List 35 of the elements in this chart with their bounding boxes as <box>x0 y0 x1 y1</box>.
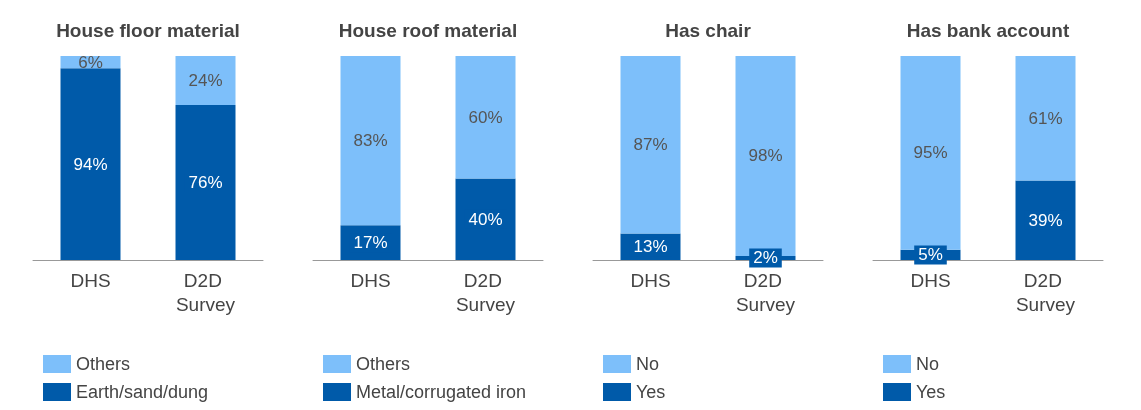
data-label: 40% <box>468 209 503 229</box>
data-label: 61% <box>1028 108 1063 128</box>
data-label: 95% <box>913 143 948 163</box>
data-label: 24% <box>188 70 223 90</box>
data-label: 76% <box>188 172 223 192</box>
data-label: 39% <box>1028 210 1063 230</box>
data-label: 2% <box>753 248 778 268</box>
data-label: 87% <box>633 135 668 155</box>
legend-label: Yes <box>916 382 946 402</box>
x-tick-label: D2D Survey <box>175 269 236 315</box>
data-label: 83% <box>353 131 388 151</box>
legend-label: Earth/sand/dung <box>76 382 209 402</box>
x-tick-label: D2D Survey <box>735 269 796 315</box>
legend-label: Others <box>76 354 131 374</box>
legend-label: Others <box>356 354 411 374</box>
x-tick-label: DHS <box>910 269 951 291</box>
chart-title: Has chair <box>665 20 752 41</box>
data-label: 17% <box>353 233 388 253</box>
chart-title: House floor material <box>56 20 240 41</box>
legend-label: No <box>636 354 660 374</box>
chart-title: Has bank account <box>906 20 1070 41</box>
x-tick-label: DHS <box>70 269 111 291</box>
legend-label: Yes <box>636 382 666 402</box>
x-tick-label: DHS <box>630 269 671 291</box>
legend-label: Metal/corrugated iron <box>356 382 527 402</box>
chart-title: House roof material <box>338 20 518 41</box>
x-tick-label: D2D Survey <box>1015 269 1076 315</box>
x-tick-label: DHS <box>350 269 391 291</box>
data-label: 98% <box>748 146 783 166</box>
data-label: 60% <box>468 107 503 127</box>
legend-label: No <box>916 354 940 374</box>
x-tick-label: D2D Survey <box>455 269 516 315</box>
data-label: 13% <box>633 237 668 257</box>
data-label: 94% <box>73 154 108 174</box>
data-label: 6% <box>78 52 103 72</box>
